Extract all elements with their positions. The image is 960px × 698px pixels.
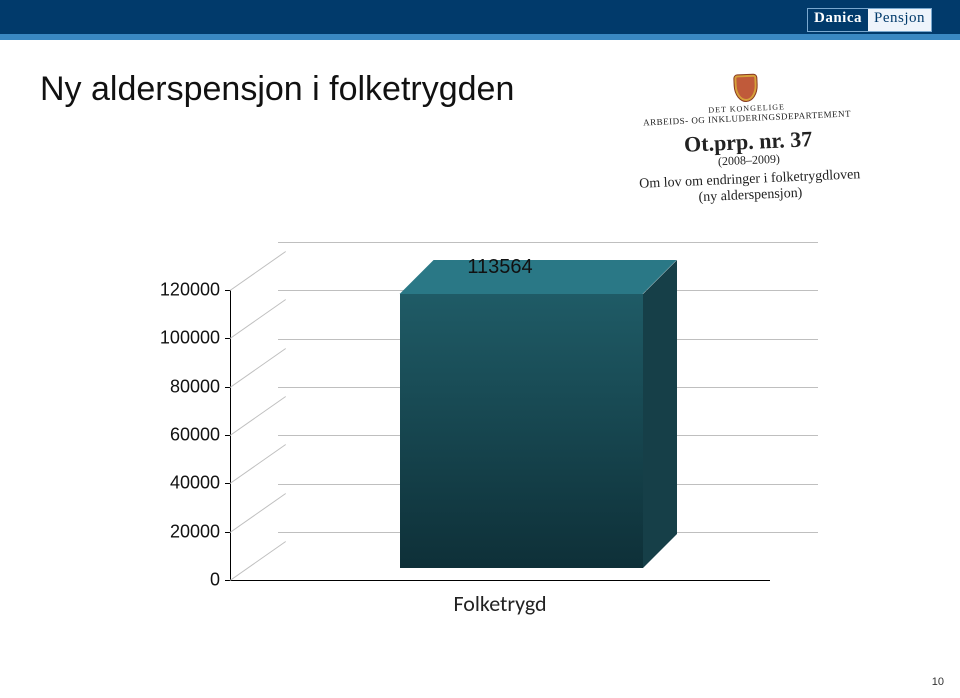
y-tick-label: 60000 [150,425,220,446]
page-number: 10 [932,676,944,688]
y-tick-label: 0 [150,570,220,591]
y-tick-label: 120000 [150,280,220,301]
bar-chart: 020000400006000080000100000120000 113564… [150,260,790,640]
page-title: Ny alderspensjon i folketrygden [40,70,514,109]
x-axis-label: Folketrygd [230,590,770,617]
y-tick-label: 80000 [150,376,220,397]
x-axis [230,580,770,581]
y-tick-label: 100000 [150,328,220,349]
brand-logo-right: Pensjon [868,9,931,31]
y-tick-label: 20000 [150,521,220,542]
y-tick-label: 40000 [150,473,220,494]
brand-logo: Danica Pensjon [807,8,932,32]
header-accent [0,34,960,40]
bar [400,294,643,568]
bar-value-label: 113564 [230,256,770,279]
document-cover: DET KONGELIGE ARBEIDS- OG INKLUDERINGSDE… [585,67,910,211]
brand-logo-left: Danica [808,9,868,31]
plot-area: 020000400006000080000100000120000 113564… [230,290,770,580]
crest-icon [733,74,758,103]
